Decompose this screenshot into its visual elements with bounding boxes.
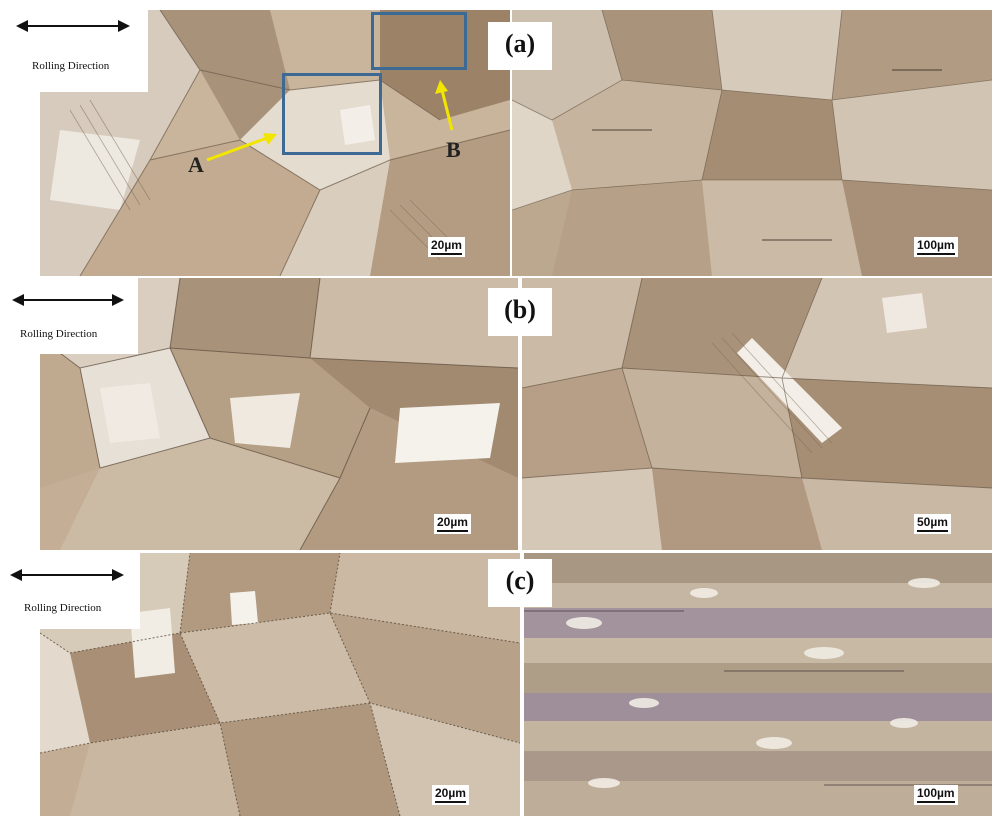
- roi-box-corner: [371, 12, 467, 70]
- direction-box-b: Rolling Direction: [0, 278, 138, 354]
- scale-label-a-left: 20µm: [431, 238, 462, 252]
- scale-bar-a-left: 20µm: [428, 237, 465, 257]
- direction-label-a: Rolling Direction: [32, 60, 110, 72]
- scale-label-c-right: 100µm: [917, 786, 955, 800]
- scale-bar-line: [917, 801, 955, 803]
- scale-label-a-right: 100µm: [917, 238, 955, 252]
- row-b: Rolling Direction (b) 20µm 50µm: [0, 278, 992, 550]
- double-arrow-icon: [10, 569, 124, 581]
- scale-bar-line: [917, 530, 948, 532]
- arrow-b-icon: [435, 80, 454, 131]
- scale-bar-line: [917, 253, 955, 255]
- marker-label-b: B: [446, 137, 461, 162]
- scale-bar-a-right: 100µm: [914, 237, 958, 257]
- panel-label-b: (b): [488, 288, 552, 336]
- direction-label-b: Rolling Direction: [20, 328, 98, 340]
- micrograph-a-left: [40, 10, 510, 276]
- scale-label-c-left: 20µm: [435, 786, 466, 800]
- scale-bar-line: [435, 801, 466, 803]
- double-arrow-icon: [16, 20, 130, 32]
- panel-label-a: (a): [488, 22, 552, 70]
- row-c: Rolling Direction (c) 20µm 100µm: [0, 553, 992, 816]
- scale-bar-b-right: 50µm: [914, 514, 951, 534]
- marker-label-a: A: [188, 152, 204, 177]
- micrograph-c-left: [40, 553, 520, 816]
- scale-label-b-left: 20µm: [437, 515, 468, 529]
- direction-box-c: Rolling Direction: [0, 553, 140, 629]
- micrograph-b-right: [522, 278, 992, 550]
- roi-box-inner: [282, 73, 382, 155]
- row-a: A B Rolling Direction (a) 20µm 100µm: [0, 0, 992, 276]
- scale-bar-c-left: 20µm: [432, 785, 469, 805]
- scale-bar-line: [431, 253, 462, 255]
- arrow-a-icon: [206, 133, 277, 162]
- direction-label-c: Rolling Direction: [24, 602, 102, 614]
- scale-bar-line: [437, 530, 468, 532]
- panel-label-c: (c): [488, 559, 552, 607]
- double-arrow-icon: [12, 294, 124, 306]
- scale-label-b-right: 50µm: [917, 515, 948, 529]
- direction-box-a: Rolling Direction: [0, 0, 148, 92]
- scale-bar-b-left: 20µm: [434, 514, 471, 534]
- scale-bar-c-right: 100µm: [914, 785, 958, 805]
- micrograph-a-right: [512, 10, 992, 276]
- micrograph-c-right: [524, 553, 992, 816]
